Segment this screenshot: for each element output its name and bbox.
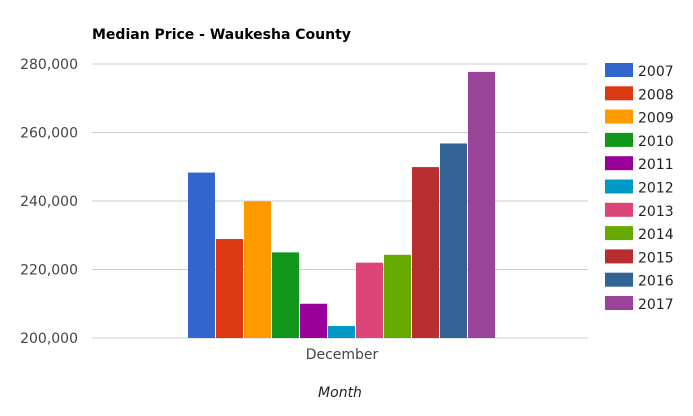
bar-2011[interactable]: [300, 303, 327, 338]
y-tick-label: 260,000: [20, 126, 78, 142]
bar-2013[interactable]: [356, 262, 383, 338]
legend-swatch-2013: [605, 202, 633, 217]
legend-label-2013: 2013: [638, 204, 674, 220]
legend-swatch-2010: [605, 132, 633, 147]
x-tick-label: December: [306, 347, 379, 363]
legend-label-2009: 2009: [638, 111, 674, 127]
bar-2009[interactable]: [244, 201, 271, 338]
bar-2012[interactable]: [328, 326, 355, 338]
x-axis-ticks: December: [306, 347, 379, 363]
bar-2015[interactable]: [412, 167, 439, 338]
legend-label-2015: 2015: [638, 250, 674, 266]
legend-swatch-2015: [605, 249, 633, 264]
legend-label-2016: 2016: [638, 274, 674, 290]
bar-2010[interactable]: [272, 252, 299, 338]
chart-title: Median Price - Waukesha County: [92, 27, 351, 43]
legend-label-2010: 2010: [638, 134, 674, 150]
bar-2008[interactable]: [216, 239, 243, 338]
legend-swatch-2007: [605, 63, 633, 77]
legend-swatch-2017: [605, 296, 633, 310]
y-axis-ticks: 200,000 220,000 240,000 260,000 280,000: [20, 57, 78, 347]
legend-swatch-2009: [605, 109, 633, 124]
legend-label-2017: 2017: [638, 297, 674, 313]
x-axis-label: Month: [318, 385, 362, 401]
bars: [188, 71, 495, 338]
legend-swatch-2011: [605, 156, 633, 171]
legend-label-2012: 2012: [638, 181, 674, 197]
bar-2007[interactable]: [188, 172, 215, 338]
legend-label-2007: 2007: [638, 64, 674, 80]
legend-swatch-2014: [605, 226, 633, 241]
bar-2014[interactable]: [384, 254, 411, 338]
y-tick-label: 240,000: [20, 194, 78, 210]
gridlines: [92, 63, 588, 339]
y-tick-label: 280,000: [20, 57, 78, 73]
legend-label-2011: 2011: [638, 157, 674, 173]
y-tick-label: 220,000: [20, 263, 78, 279]
legend-swatch-2012: [605, 179, 633, 194]
bar-2016[interactable]: [440, 143, 467, 338]
legend-swatch-2008: [605, 86, 633, 101]
y-tick-label: 200,000: [20, 331, 78, 347]
legend-label-2014: 2014: [638, 227, 674, 243]
legend-swatch-2016: [605, 272, 633, 287]
legend-label-2008: 2008: [638, 87, 674, 103]
legend: 2007 2008 2009 2010 2011 2012 2013 2014 2015 2016…: [605, 63, 674, 313]
bar-2017[interactable]: [468, 71, 495, 338]
